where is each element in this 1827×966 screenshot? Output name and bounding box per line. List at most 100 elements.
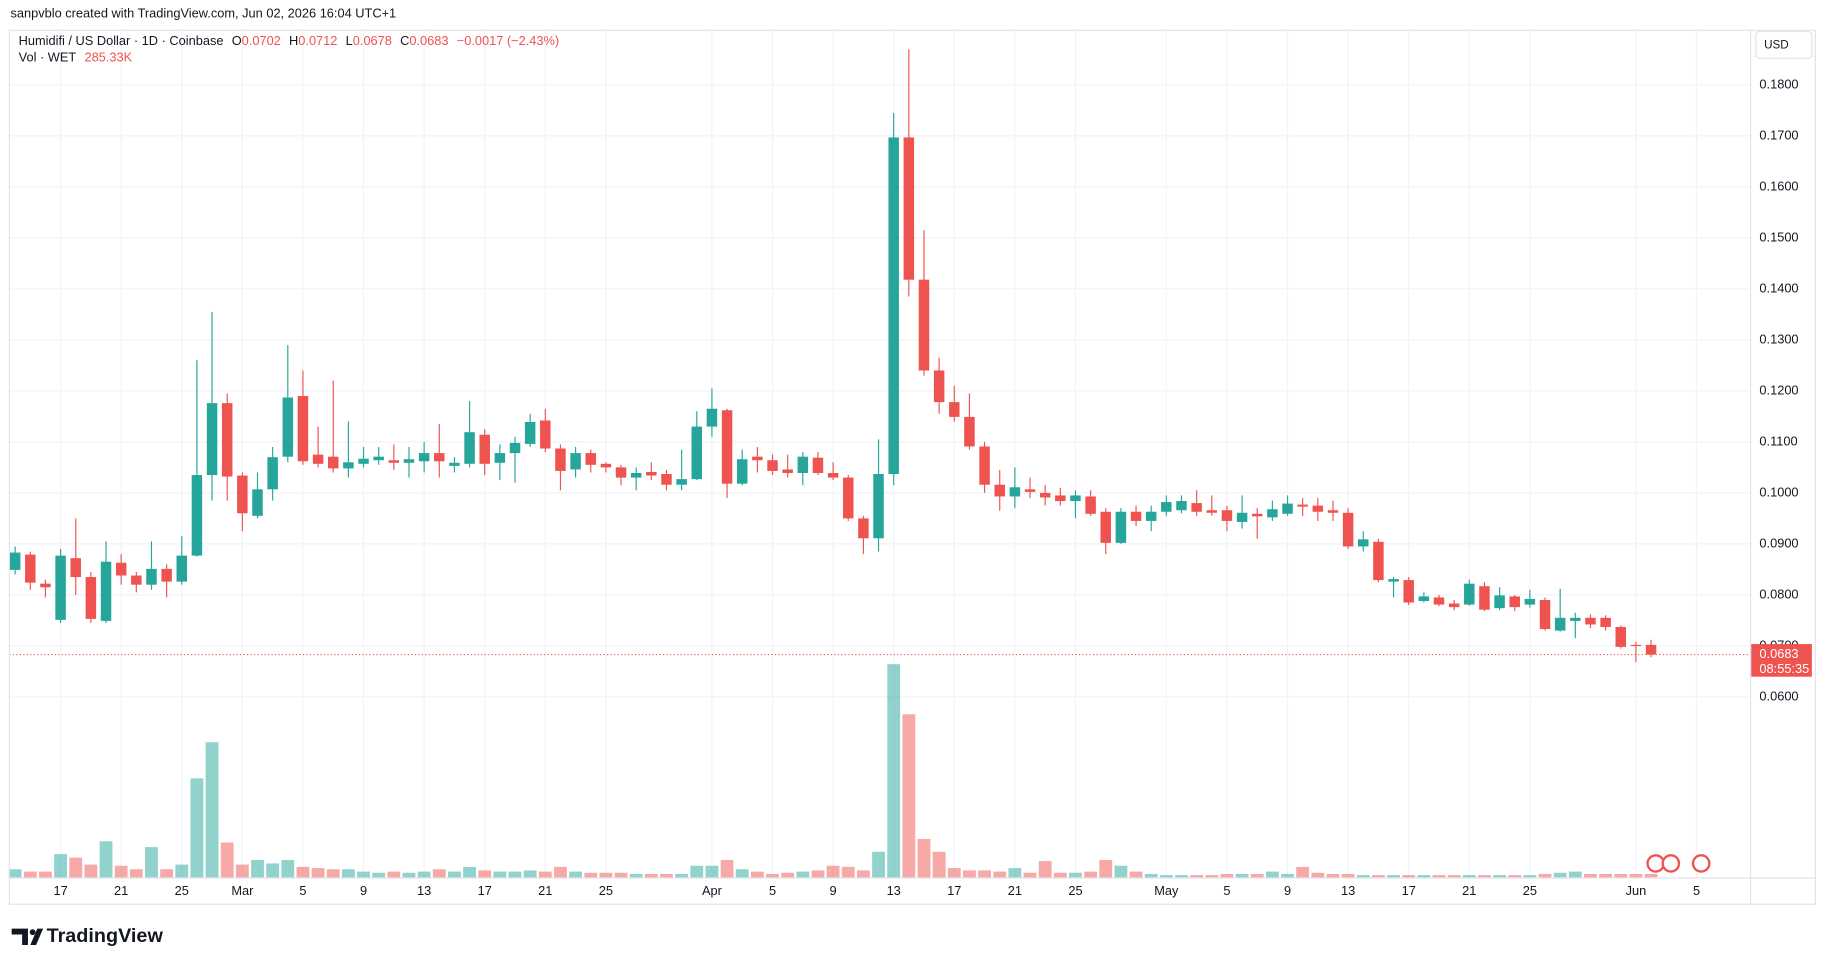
watermark-text: TradingView [47,925,164,947]
candle-body [131,575,142,585]
candle-body [661,474,672,485]
candle-body [1464,583,1475,605]
candle-body [1130,511,1142,521]
x-tick-label: 5 [769,883,776,898]
volume-bar [584,872,598,878]
currency-label[interactable]: USD [1764,39,1789,52]
volume-bar [781,872,795,878]
low-label: L [346,33,353,48]
volume-bar [1311,872,1325,878]
x-tick-label: 21 [114,883,128,898]
volume-bar [1371,875,1385,878]
volume-bar [1053,872,1067,878]
volume-bar [1114,865,1128,878]
x-tick-label: 21 [1008,883,1022,898]
x-tick-label: 25 [1068,883,1082,898]
candle-body [282,397,294,457]
volume-bar [1190,875,1204,878]
candle-body [388,460,400,463]
volume-bar [372,872,386,878]
candle-body [1267,509,1278,518]
y-tick-label: 0.0600 [1759,688,1798,703]
open-value: 0.0702 [242,33,281,48]
x-tick-label: 25 [1523,883,1537,898]
volume-bar [1447,875,1461,878]
volume-bar [129,869,143,878]
volume-bar [1599,873,1613,878]
volume-bar [811,870,825,878]
candle-body [267,457,278,490]
candle-body [1055,495,1066,502]
event-icons [1646,854,1711,873]
volume-bar [281,859,295,878]
candle-body [1479,586,1490,610]
volume-bar [84,864,98,878]
event-icon[interactable] [1661,854,1681,873]
candle-body [1615,627,1627,647]
x-tick-label: Mar [231,883,254,898]
x-tick-label: 17 [53,883,67,898]
candle-body [1509,596,1520,608]
volume-bar [1432,875,1446,878]
candle-body [843,477,854,519]
candle-body [312,454,324,464]
last-price-label: 0.0683 [1759,646,1798,661]
volume-bar [1584,873,1597,878]
candle-body [752,456,763,461]
countdown: 08:55:35 [1759,661,1809,676]
volume-bar [1356,875,1370,878]
candle-body [1282,503,1293,514]
candle-body [206,403,218,476]
volume-bar [220,842,234,878]
candle-body [1600,617,1611,628]
x-tick-label: 5 [1693,883,1700,898]
candle-body [434,453,445,462]
legend-line: Humidifi / US Dollar · 1D · Coinbase O0.… [19,33,560,48]
volume-bar [175,864,189,878]
currency-button[interactable] [1755,30,1813,59]
candle-body [1206,510,1218,513]
volume-bar [417,871,431,878]
volume-bar [508,871,522,878]
logo [11,928,44,945]
volume-bar [251,859,264,878]
candle-body [1630,644,1642,647]
candle-body [1358,539,1369,547]
candle-body [464,432,475,464]
volume-bar [205,742,219,878]
volume-bar [99,841,113,878]
candle-body [1039,492,1051,498]
candle-body [161,568,172,582]
volume-bar [463,866,476,878]
candle-body [40,583,51,588]
candle-body [1403,580,1414,603]
y-tick-label: 0.1400 [1759,280,1798,295]
event-icon[interactable] [1646,854,1666,873]
candle-body [1251,513,1263,517]
candle-body [721,410,733,484]
candle-body [403,459,415,463]
volume-bar [841,866,855,878]
volume-bar [978,870,991,878]
y-tick-label: 0.1100 [1759,433,1797,448]
event-icon[interactable] [1691,854,1711,873]
volume-bar [1129,871,1143,878]
open-label: O [232,33,242,48]
last-price-tag [1751,644,1812,677]
candle-body [1312,505,1324,512]
volume-bar [1159,875,1173,878]
candle-body [691,426,703,480]
x-tick-label: 17 [1402,883,1416,898]
candle-body [1539,599,1551,630]
candle-body [1388,579,1399,582]
x-tick-label: 25 [599,883,613,898]
candle-body [1433,597,1445,605]
close-value: 0.0683 [409,33,448,48]
volume-bar [705,865,719,878]
candle-body [630,472,642,478]
change: −0.0017 (−2.43%) [457,33,559,48]
volume-bar [311,868,325,878]
y-tick-label: 0.1700 [1759,127,1798,142]
candle-body [524,421,536,444]
y-tick-label: 0.1500 [1759,229,1798,244]
